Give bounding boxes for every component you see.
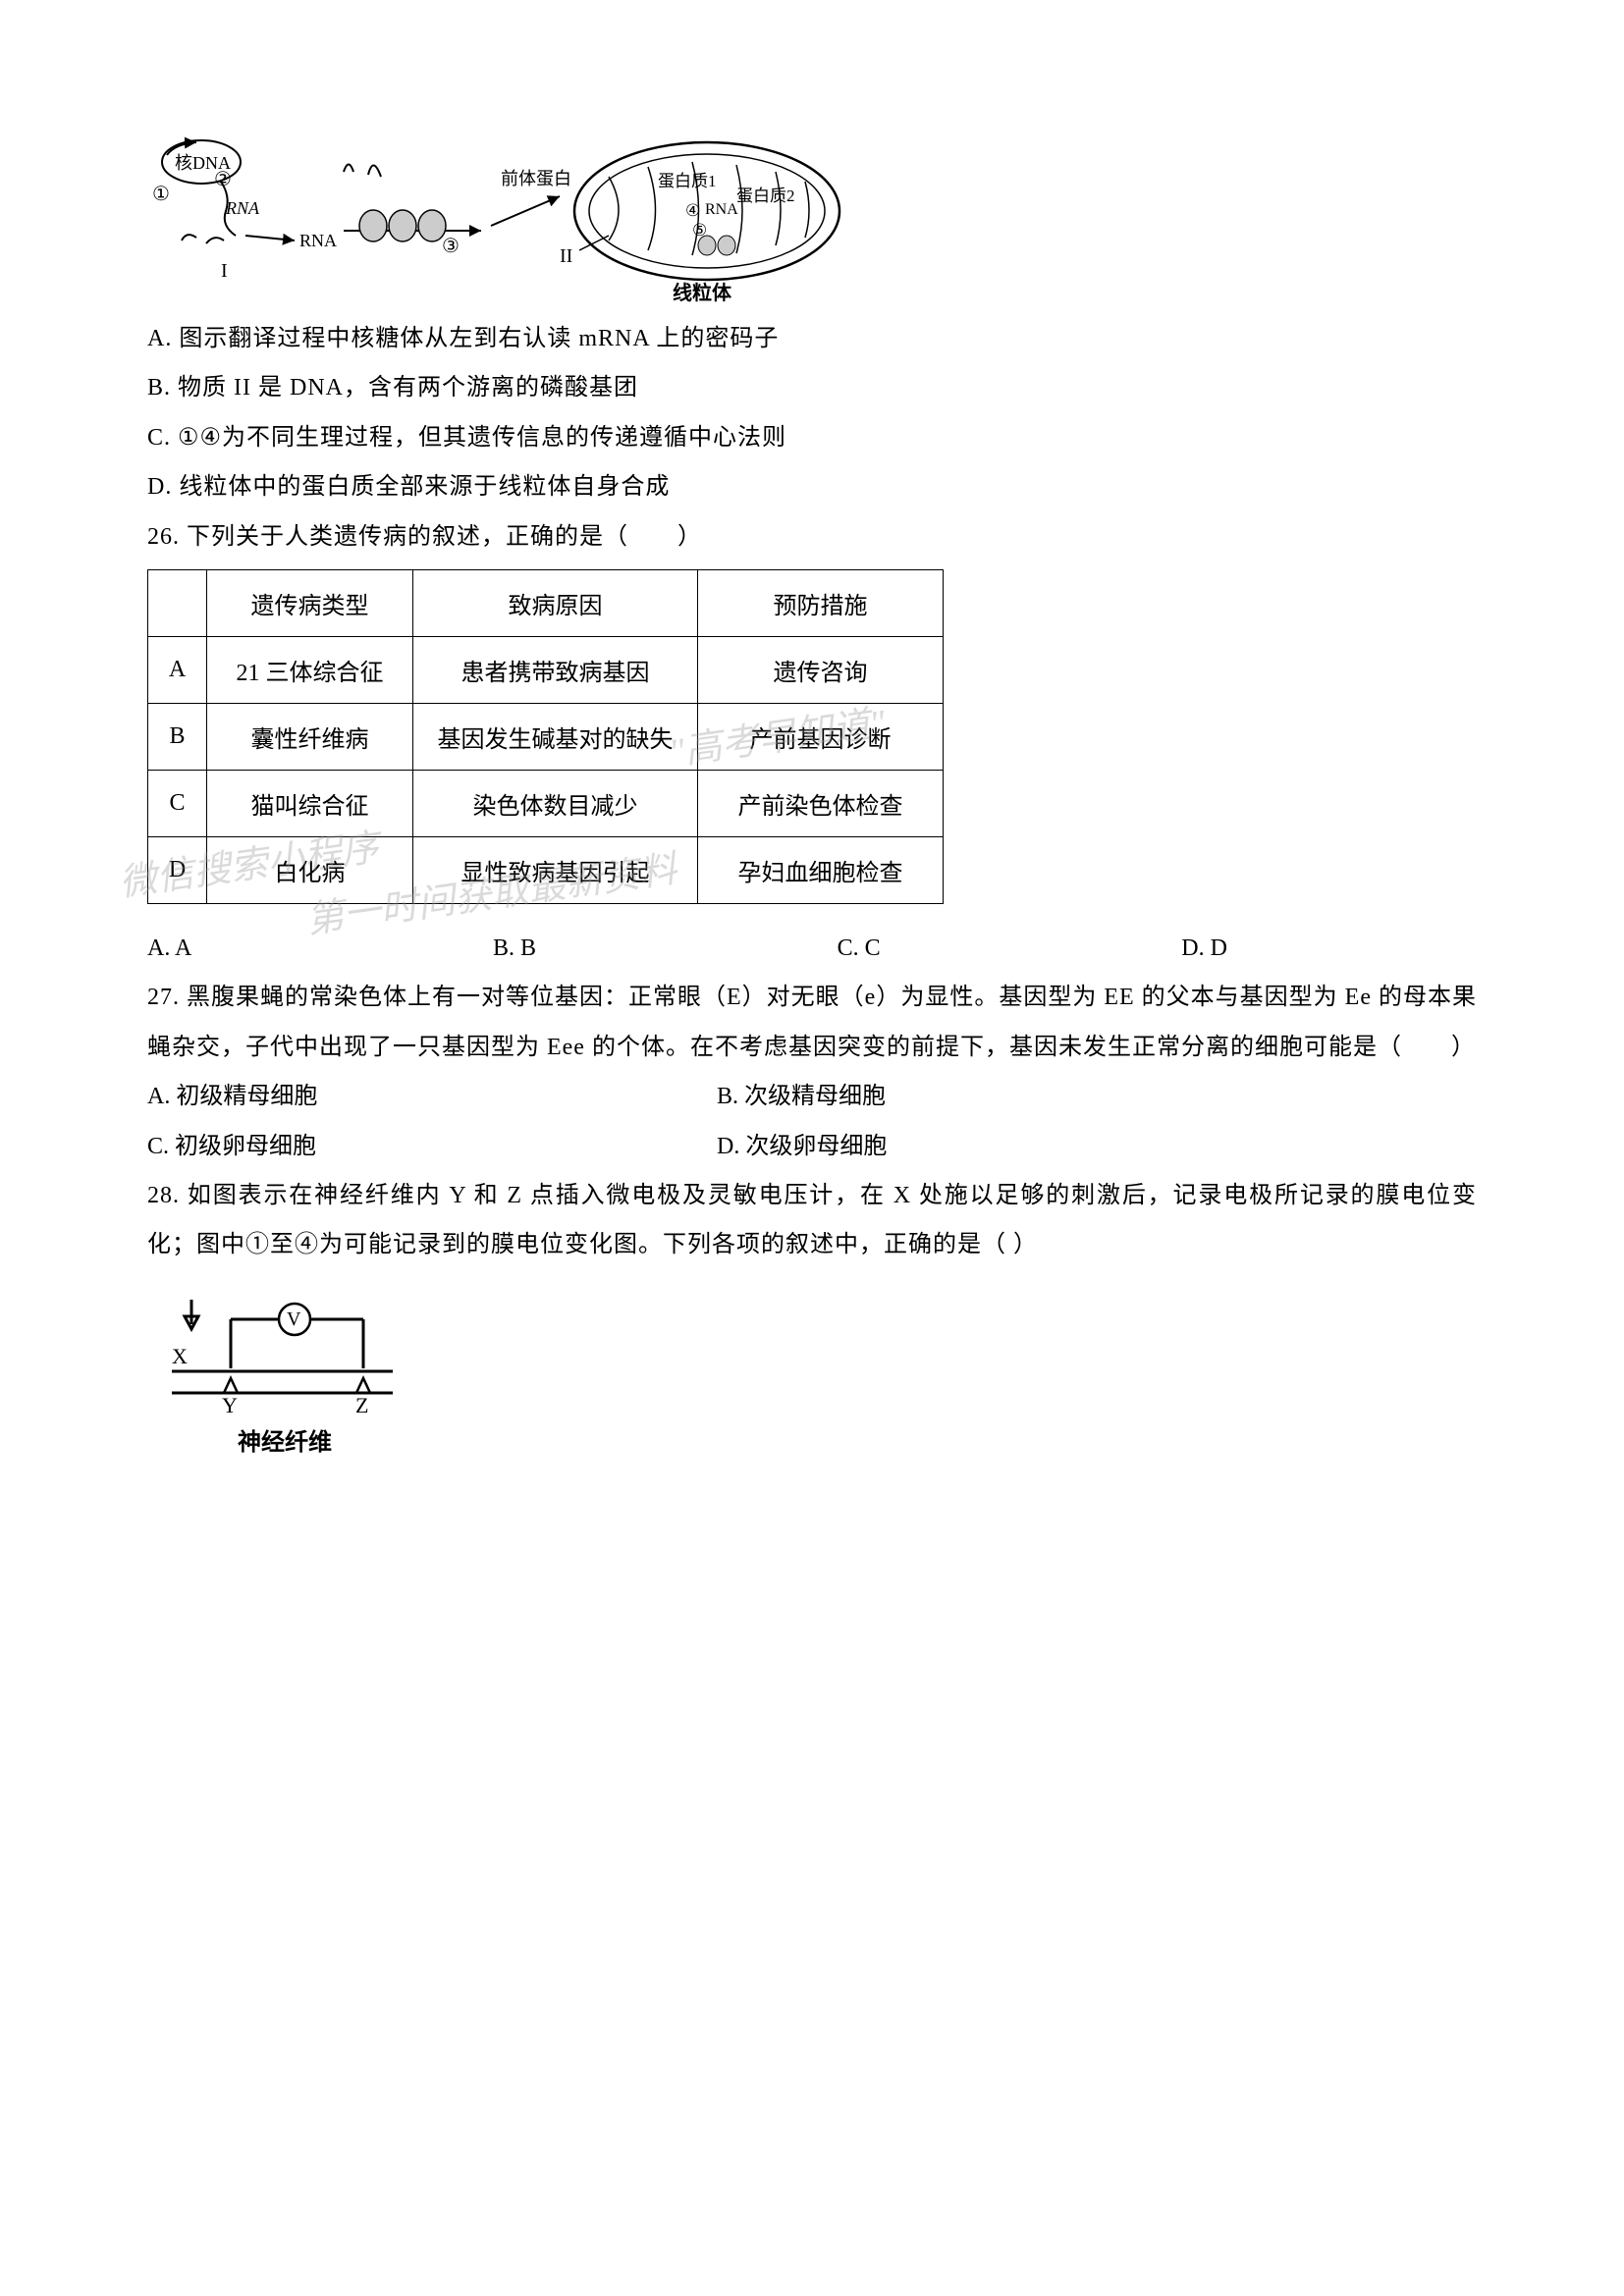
- q27-stem: 27. 黑腹果蝇的常染色体上有一对等位基因：正常眼（E）对无眼（e）为显性。基因…: [147, 973, 1477, 1072]
- td: 孕妇血细胞检查: [698, 836, 944, 903]
- label-num5: ⑤: [692, 221, 707, 240]
- q27-options-row2: C. 初级卵母细胞 D. 次级卵母细胞: [147, 1122, 1227, 1171]
- diagram-q28: X V Y Z 神经纤维: [167, 1295, 412, 1462]
- label-num4: ④: [685, 201, 700, 221]
- q26-options-row: A. A B. B C. C D. D: [147, 924, 1227, 973]
- td: 显性致病基因引起: [413, 836, 698, 903]
- q26-stem: 26. 下列关于人类遗传病的叙述，正确的是（ ）: [147, 512, 1477, 561]
- q26-opt-c: C. C: [838, 924, 881, 973]
- td: 白化病: [207, 836, 413, 903]
- td: D: [148, 836, 207, 903]
- th-0: [148, 569, 207, 636]
- label-rna2: RNA: [299, 231, 337, 251]
- q26-opt-d: D. D: [1181, 924, 1227, 973]
- label-nerve: 神经纤维: [238, 1422, 332, 1457]
- td: 产前基因诊断: [698, 703, 944, 770]
- td: A: [148, 636, 207, 703]
- th-2: 致病原因: [413, 569, 698, 636]
- td: 猫叫综合征: [207, 770, 413, 836]
- td: 遗传咨询: [698, 636, 944, 703]
- q27-opt-a: A. 初级精母细胞: [147, 1072, 717, 1121]
- label-num3: ③: [442, 234, 460, 258]
- q25-opt-b: B. 物质 II 是 DNA，含有两个游离的磷酸基团: [147, 363, 1477, 412]
- label-rna3: RNA: [705, 201, 738, 219]
- td: 染色体数目减少: [413, 770, 698, 836]
- label-II: II: [560, 245, 572, 268]
- q26-opt-b: B. B: [493, 924, 536, 973]
- td: 囊性纤维病: [207, 703, 413, 770]
- label-I: I: [221, 260, 228, 283]
- td: B: [148, 703, 207, 770]
- th-3: 预防措施: [698, 569, 944, 636]
- label-V: V: [287, 1308, 300, 1331]
- q27-opt-b: B. 次级精母细胞: [717, 1072, 886, 1121]
- q27-opt-c: C. 初级卵母细胞: [147, 1122, 717, 1171]
- label-precursor: 前体蛋白: [501, 165, 571, 190]
- table-row: D 白化病 显性致病基因引起 孕妇血细胞检查: [148, 836, 944, 903]
- td: 产前染色体检查: [698, 770, 944, 836]
- q27-options-row1: A. 初级精母细胞 B. 次级精母细胞: [147, 1072, 1227, 1121]
- label-X: X: [172, 1344, 188, 1369]
- label-protein1: 蛋白质1: [658, 167, 717, 191]
- table-row: A 21 三体综合征 患者携带致病基因 遗传咨询: [148, 636, 944, 703]
- q25-opt-c: C. ①④为不同生理过程，但其遗传信息的传递遵循中心法则: [147, 413, 1477, 462]
- diagram-q25: 核DNA ① ② RNA RNA I ③ 前体蛋白 蛋白质1 蛋白质2 ④ RN…: [147, 128, 884, 294]
- th-1: 遗传病类型: [207, 569, 413, 636]
- q25-opt-d: D. 线粒体中的蛋白质全部来源于线粒体自身合成: [147, 462, 1477, 511]
- table-row: C 猫叫综合征 染色体数目减少 产前染色体检查: [148, 770, 944, 836]
- label-num2: ②: [214, 167, 232, 191]
- q25-opt-a: A. 图示翻译过程中核糖体从左到右认读 mRNA 上的密码子: [147, 314, 1477, 363]
- td: 患者携带致病基因: [413, 636, 698, 703]
- label-rna1: RNA: [226, 198, 259, 219]
- label-protein2: 蛋白质2: [736, 182, 795, 206]
- td: 21 三体综合征: [207, 636, 413, 703]
- td: 基因发生碱基对的缺失: [413, 703, 698, 770]
- label-num1: ①: [152, 182, 170, 206]
- q26-opt-a: A. A: [147, 924, 191, 973]
- q28-stem: 28. 如图表示在神经纤维内 Y 和 Z 点插入微电极及灵敏电压计，在 X 处施…: [147, 1171, 1477, 1270]
- q26-table: 遗传病类型 致病原因 预防措施 A 21 三体综合征 患者携带致病基因 遗传咨询…: [147, 569, 944, 904]
- td: C: [148, 770, 207, 836]
- label-Y: Y: [222, 1393, 238, 1418]
- table-header-row: 遗传病类型 致病原因 预防措施: [148, 569, 944, 636]
- label-Z: Z: [355, 1393, 368, 1418]
- label-mitochondria: 线粒体: [673, 277, 731, 305]
- q27-opt-d: D. 次级卵母细胞: [717, 1122, 887, 1171]
- table-row: B 囊性纤维病 基因发生碱基对的缺失 产前基因诊断: [148, 703, 944, 770]
